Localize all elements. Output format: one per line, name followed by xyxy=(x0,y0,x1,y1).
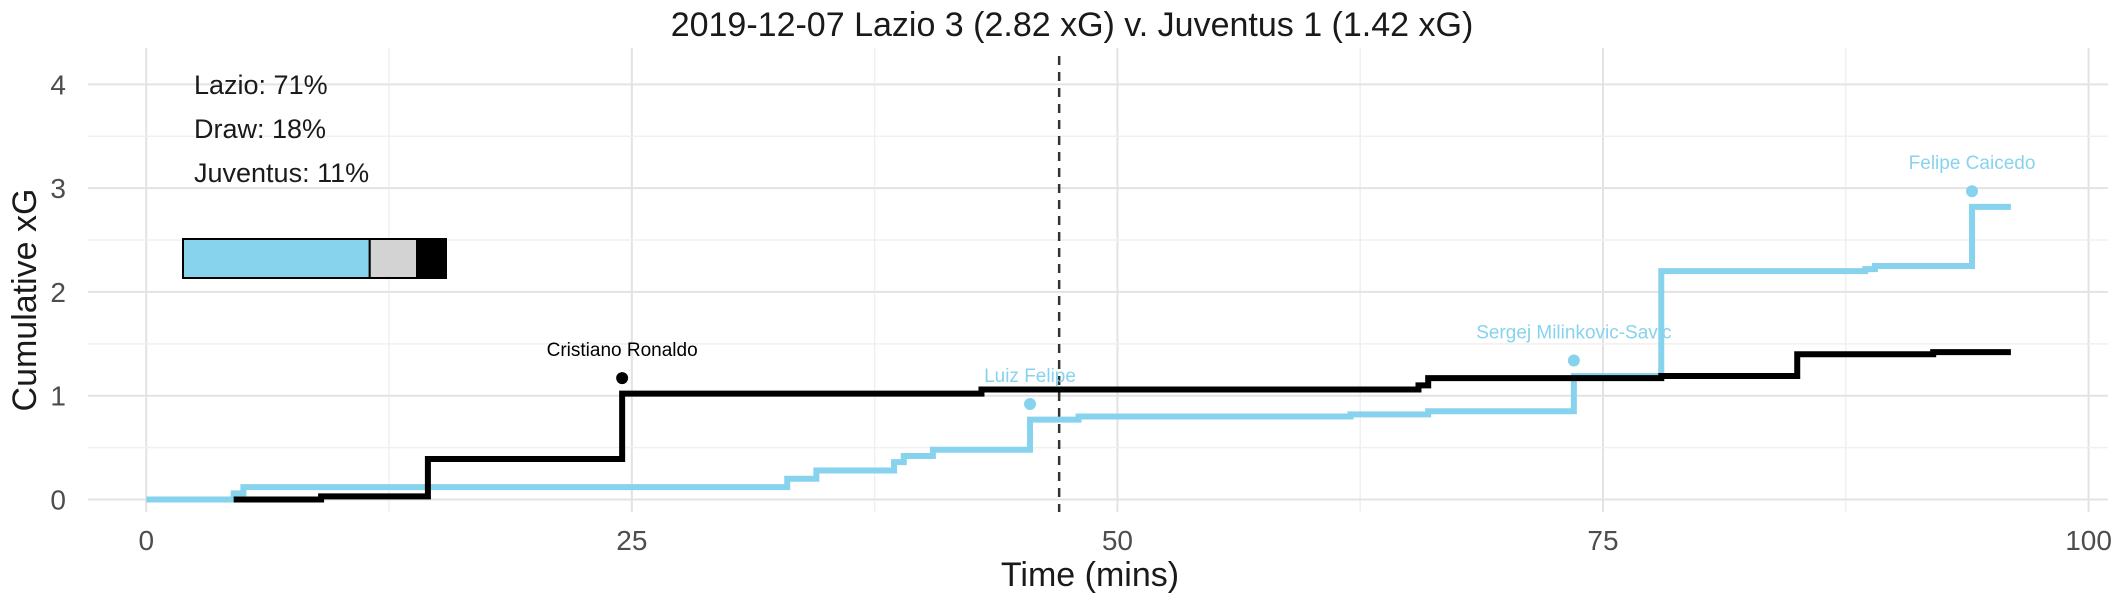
y-tick-label: 1 xyxy=(50,381,66,412)
chart-title: 2019-12-07 Lazio 3 (2.82 xG) v. Juventus… xyxy=(671,6,1474,44)
grid-lines xyxy=(88,48,2108,512)
axis-ticks: 0 25 50 75 100 0 1 2 3 4 xyxy=(50,69,2112,556)
x-tick-label: 75 xyxy=(1587,525,1618,556)
series-line-lazio xyxy=(146,203,2011,503)
probability-bar-draw xyxy=(368,238,419,279)
win-probability-panel: Lazio: 71% Draw: 18% Juventus: 11% xyxy=(182,70,448,279)
goal-point xyxy=(1024,398,1037,411)
x-tick-label: 100 xyxy=(2065,525,2112,556)
goal-point xyxy=(1567,354,1580,367)
x-tick-label: 50 xyxy=(1102,525,1133,556)
goal-markers: Cristiano Ronaldo Luiz Felipe Sergej Milin… xyxy=(547,153,2036,411)
goal-point xyxy=(1966,185,1979,198)
probability-bar-lazio xyxy=(182,238,371,279)
probability-text: Juventus: 11% xyxy=(194,158,369,188)
probability-text: Lazio: 71% xyxy=(194,70,328,100)
goal-label: Cristiano Ronaldo xyxy=(547,340,698,361)
x-tick-label: 0 xyxy=(138,525,154,556)
probability-text: Draw: 18% xyxy=(194,114,326,144)
goal-label: Felipe Caicedo xyxy=(1909,153,2036,174)
series-line-juventus xyxy=(233,349,2011,503)
series-group xyxy=(146,203,2011,503)
x-axis-title: Time (mins) xyxy=(1001,556,1179,594)
goal-label: Sergej Milinkovic-Savic xyxy=(1476,322,1671,343)
x-tick-label: 25 xyxy=(616,525,647,556)
y-axis-title: Cumulative xG xyxy=(6,189,44,412)
y-tick-label: 3 xyxy=(50,173,66,204)
y-tick-label: 4 xyxy=(50,69,66,100)
y-tick-label: 2 xyxy=(50,277,66,308)
y-tick-label: 0 xyxy=(50,485,66,516)
goal-label: Luiz Felipe xyxy=(984,366,1076,387)
goal-point xyxy=(616,372,629,385)
probability-bar-juventus xyxy=(416,238,448,279)
